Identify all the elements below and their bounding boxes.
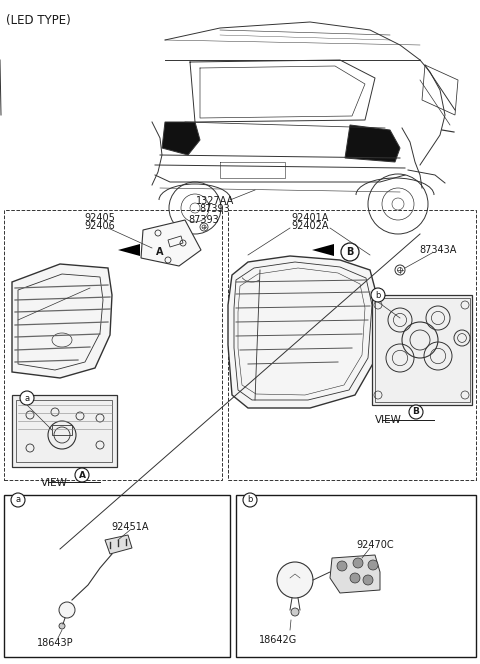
Polygon shape [141,220,201,266]
Circle shape [277,562,313,598]
Text: a: a [15,495,21,505]
Circle shape [341,243,359,261]
Polygon shape [12,395,117,467]
Circle shape [363,575,373,585]
Circle shape [337,561,347,571]
Text: 18642G: 18642G [259,635,297,645]
Polygon shape [12,264,112,378]
Circle shape [291,608,299,616]
Polygon shape [118,244,140,256]
Text: (LED TYPE): (LED TYPE) [6,14,71,27]
Text: 87343A: 87343A [420,245,456,255]
Text: 92402A: 92402A [291,221,329,231]
Circle shape [243,493,257,507]
Circle shape [350,573,360,583]
Text: A: A [79,471,85,479]
Polygon shape [345,125,400,162]
Text: A: A [156,247,164,257]
Text: a: a [24,394,30,402]
Polygon shape [330,555,380,593]
Text: VIEW: VIEW [41,478,68,488]
Text: b: b [375,291,381,299]
Polygon shape [105,535,132,554]
Circle shape [353,558,363,568]
Text: 92451A: 92451A [111,522,149,532]
Circle shape [75,468,89,482]
Circle shape [59,602,75,618]
Circle shape [368,560,378,570]
Polygon shape [372,295,472,405]
Text: B: B [413,408,420,416]
Circle shape [11,493,25,507]
Text: 1327AA: 1327AA [196,196,234,206]
Text: 87393: 87393 [200,204,230,214]
Circle shape [59,623,65,629]
Circle shape [371,288,385,302]
Text: 92406: 92406 [84,221,115,231]
Bar [4,495,230,657]
Circle shape [20,391,34,405]
Text: 92401A: 92401A [291,213,329,223]
Polygon shape [162,122,200,155]
Text: 87393: 87393 [189,215,219,225]
Text: 92470C: 92470C [356,540,394,550]
Bar [228,210,476,480]
Polygon shape [228,256,378,408]
Text: B: B [346,247,354,257]
Polygon shape [312,244,334,256]
Text: 92405: 92405 [84,213,115,223]
Text: b: b [247,495,252,505]
Text: 18643P: 18643P [36,638,73,648]
Bar [236,495,476,657]
Circle shape [409,405,423,419]
Bar [4,210,222,480]
Text: VIEW: VIEW [375,415,402,425]
